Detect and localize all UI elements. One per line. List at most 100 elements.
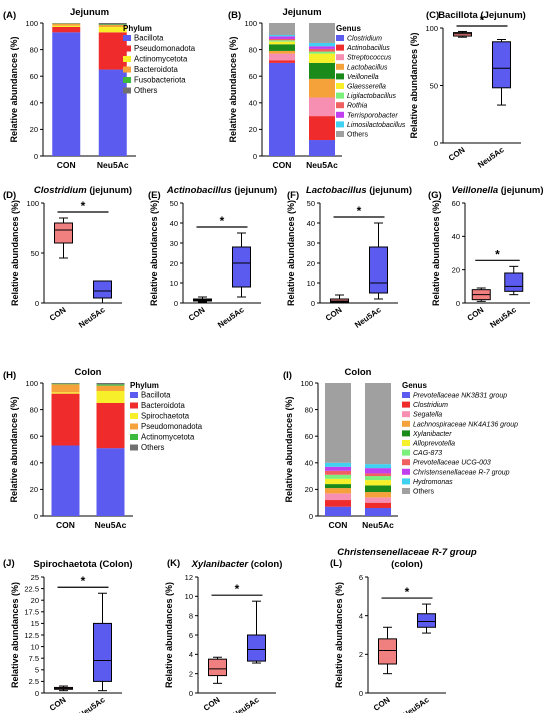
y-axis-label: Relative abundances (%) <box>9 36 19 142</box>
x-tick-label: Neu5Ac <box>362 520 394 530</box>
legend-label: Lactobacillus <box>347 64 388 71</box>
box-iqr <box>379 639 397 664</box>
legend-label: Xylanibacter <box>412 431 452 438</box>
y-tick-label: 60 <box>452 199 460 208</box>
bar-segment <box>97 384 125 385</box>
y-axis-label: Relative abundances (%) <box>228 36 238 142</box>
box-iqr <box>55 223 73 243</box>
chart-title-line2: (colon) <box>391 559 423 570</box>
x-tick-label: CON <box>48 305 68 323</box>
legend-label: CAG-873 <box>413 450 442 457</box>
y-tick-label: 40 <box>30 99 38 108</box>
y-tick-label: 50 <box>307 199 315 208</box>
bar-segment <box>325 507 351 516</box>
y-tick-label: 12.5 <box>24 631 39 640</box>
y-tick-label: 0 <box>309 512 313 521</box>
legend-label: Bacteroidota <box>134 65 178 74</box>
legend-title: Phylum <box>130 381 159 390</box>
panel-D: (D)Clostridium (jejunum)Relative abundan… <box>3 185 132 330</box>
bar-segment <box>269 36 295 39</box>
panel-label: (I) <box>283 370 292 381</box>
y-axis-label: Relative abundances (%) <box>10 582 20 688</box>
bar-segment <box>52 392 80 393</box>
chart-title: Jejunum <box>282 7 321 18</box>
y-axis-label: Relative abundances (%) <box>10 200 20 306</box>
x-tick-label: Neu5Ac <box>306 160 338 170</box>
bar-segment <box>365 508 391 516</box>
legend-swatch <box>123 35 131 41</box>
legend-label: Glaesserella <box>347 84 386 91</box>
y-axis-label: Relative abundances (%) <box>431 200 441 306</box>
y-tick-label: 7.5 <box>29 654 39 663</box>
bar-segment <box>325 479 351 484</box>
legend-label: Clostridium <box>413 402 448 409</box>
bar-segment <box>309 97 335 116</box>
y-tick-label: 100 <box>25 19 38 28</box>
y-tick-label: 80 <box>249 45 257 54</box>
x-tick-label: Neu5Ac <box>353 305 383 330</box>
panel-label: (F) <box>287 190 299 201</box>
legend-label: Fusobacteriota <box>134 76 186 85</box>
panel-F: (F)Lactobacillus (jejunum)Relative abund… <box>286 185 412 330</box>
x-tick-label: Neu5Ac <box>216 305 246 330</box>
bar-segment <box>269 54 295 61</box>
y-tick-label: 25 <box>31 573 39 582</box>
legend-swatch <box>130 445 138 451</box>
panel-G: (G)Veillonella (jejunum)Relative abundan… <box>428 185 544 330</box>
panel-E: (E)Actinobacillus (jejunum)Relative abun… <box>148 185 277 330</box>
legend-swatch <box>123 46 131 52</box>
legend-swatch <box>402 421 410 427</box>
legend-swatch <box>130 413 138 419</box>
box-iqr <box>418 614 436 628</box>
box-iqr <box>505 273 523 291</box>
bar-segment <box>269 44 295 51</box>
bar-segment <box>269 23 295 35</box>
y-tick-label: 80 <box>305 405 313 414</box>
legend-label: Limosilactobacillus <box>347 122 406 129</box>
bar-segment <box>52 383 80 384</box>
legend-swatch <box>336 93 344 99</box>
bar-segment <box>309 54 335 63</box>
y-tick-label: 6 <box>359 573 363 582</box>
legend-label: Streptococcus <box>347 55 392 62</box>
y-tick-label: 50 <box>430 81 438 90</box>
legend-swatch <box>130 403 138 409</box>
bar-segment <box>269 42 295 45</box>
legend-swatch <box>402 402 410 408</box>
bar-segment <box>309 43 335 46</box>
bar-segment <box>99 32 127 69</box>
y-tick-label: 0 <box>34 512 38 521</box>
legend-swatch <box>336 45 344 51</box>
bar-segment <box>365 492 391 497</box>
y-tick-label: 4 <box>189 650 193 659</box>
legend-label: Veillonella <box>347 74 379 81</box>
y-tick-label: 10 <box>31 642 39 651</box>
bar-segment <box>325 500 351 507</box>
bar-segment <box>365 503 391 508</box>
panel-label: (E) <box>148 190 161 201</box>
legend-title: Genus <box>336 24 361 33</box>
x-tick-label: Neu5Ac <box>97 160 129 170</box>
y-tick-label: 0 <box>35 299 39 308</box>
chart-title: Xylanibacter (colon) <box>191 559 283 570</box>
y-tick-label: 20 <box>307 259 315 268</box>
bar-segment <box>309 49 335 52</box>
legend-label: Others <box>347 132 369 139</box>
bar-segment <box>325 493 351 500</box>
legend: PhylumBacillotaBacteroidotaSpirochaetota… <box>130 381 203 452</box>
x-tick-label: CON <box>466 305 486 323</box>
bar-segment <box>365 464 391 468</box>
y-tick-label: 100 <box>300 379 313 388</box>
legend-label: Others <box>141 443 164 452</box>
y-tick-label: 15 <box>31 619 39 628</box>
chart-title: Actinobacillus (jejunum) <box>166 185 277 196</box>
panel-label: (J) <box>3 558 15 569</box>
box-iqr <box>370 247 388 293</box>
y-tick-label: 6 <box>189 631 193 640</box>
y-tick-label: 40 <box>170 219 178 228</box>
legend-swatch <box>130 434 138 440</box>
bar-segment <box>52 24 80 26</box>
y-tick-label: 0 <box>253 152 257 161</box>
